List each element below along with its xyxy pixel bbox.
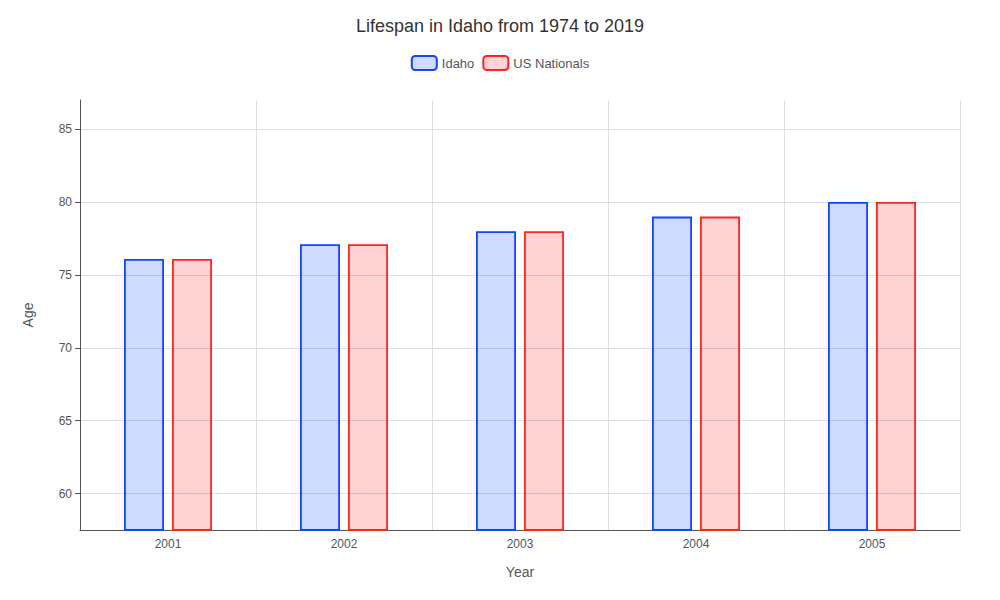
svg-text:Age: Age bbox=[20, 302, 36, 327]
svg-text:80: 80 bbox=[59, 195, 73, 209]
svg-text:60: 60 bbox=[59, 487, 73, 501]
svg-text:65: 65 bbox=[59, 414, 73, 428]
svg-text:Idaho: Idaho bbox=[442, 56, 475, 71]
svg-text:2004: 2004 bbox=[683, 537, 710, 551]
svg-text:2005: 2005 bbox=[859, 537, 886, 551]
svg-text:Year: Year bbox=[506, 564, 535, 580]
svg-text:75: 75 bbox=[59, 268, 73, 282]
svg-text:70: 70 bbox=[59, 341, 73, 355]
svg-text:2003: 2003 bbox=[507, 537, 534, 551]
svg-text:2002: 2002 bbox=[331, 537, 358, 551]
svg-text:85: 85 bbox=[59, 122, 73, 136]
svg-text:2001: 2001 bbox=[155, 537, 182, 551]
svg-text:US Nationals: US Nationals bbox=[513, 56, 589, 71]
svg-text:Lifespan in Idaho from 1974 to: Lifespan in Idaho from 1974 to 2019 bbox=[356, 16, 644, 36]
